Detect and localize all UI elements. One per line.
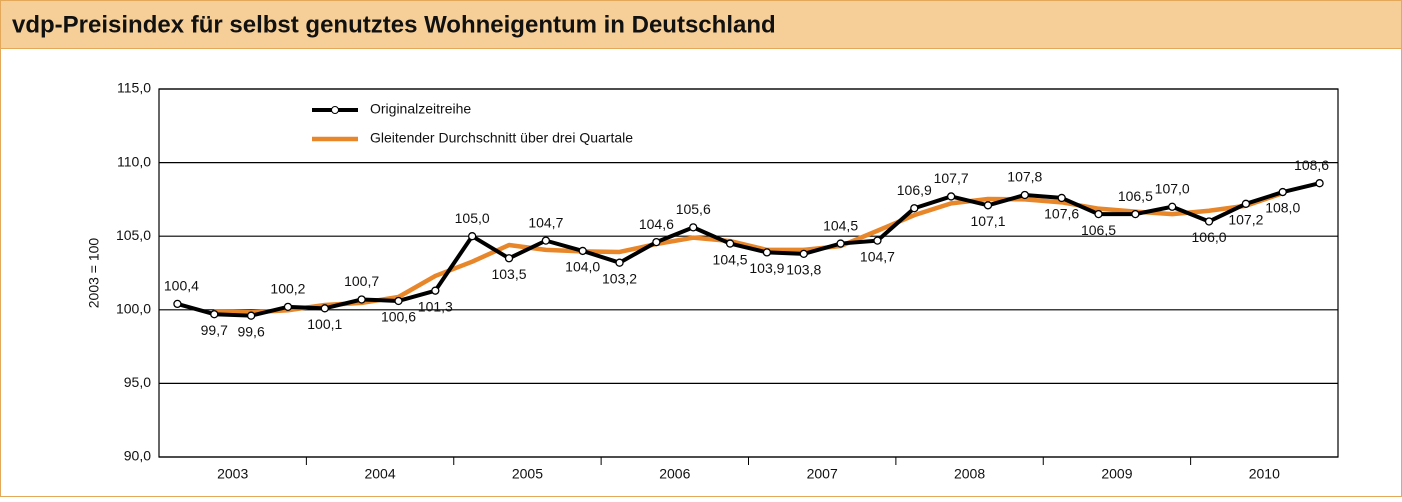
data-point [1315,179,1324,188]
data-label: 108,0 [1265,200,1300,216]
data-label: 99,7 [201,322,228,338]
y-axis-label: 2003 = 100 [86,238,102,309]
data-label: 100,2 [270,281,305,297]
data-point [873,236,882,245]
data-label: 107,6 [1044,206,1079,222]
y-tick-label: 115,0 [117,80,151,96]
data-label: 107,8 [1007,169,1042,185]
data-label: 107,0 [1155,180,1190,196]
data-point [1094,209,1103,219]
chart-title: vdp-Preisindex für selbst genutztes Wohn… [12,11,776,38]
data-label: 107,7 [934,170,969,186]
data-point [431,286,440,295]
data-point [283,302,293,312]
legend-marker [331,106,339,114]
data-point [1020,190,1029,200]
data-point [1278,187,1287,197]
data-point [173,299,182,309]
data-label: 106,5 [1118,188,1153,204]
x-tick-label: 2006 [659,466,690,482]
header [0,0,1402,49]
data-point [910,204,919,213]
data-point [725,239,735,248]
y-tick-label: 110,0 [117,153,151,169]
data-label: 99,6 [237,323,264,339]
data-point [836,239,845,248]
data-label: 105,6 [676,201,711,217]
x-tick-label: 2005 [512,466,543,482]
y-tick-label: 95,0 [124,374,151,390]
x-tick-label: 2003 [217,466,248,482]
data-label: 104,5 [823,217,858,233]
data-point [1131,209,1140,219]
data-point [468,232,477,241]
data-label: 104,7 [860,248,895,264]
data-point [983,201,993,210]
data-label: 107,2 [1228,212,1263,228]
data-label: 103,2 [602,270,637,286]
x-tick-label: 2004 [364,466,395,482]
data-point [357,295,366,304]
data-label: 103,5 [491,266,526,282]
data-point [320,304,329,313]
data-label: 108,6 [1294,157,1329,173]
data-label: 100,1 [307,316,342,332]
y-tick-label: 90,0 [124,448,151,464]
data-label: 104,7 [528,214,563,230]
data-point [652,237,661,247]
data-point [504,254,514,263]
series-line [214,190,1284,315]
data-point [541,236,551,245]
data-point [210,310,219,319]
data-point [615,258,624,267]
x-tick-label: 2008 [954,466,985,482]
data-point [394,296,403,306]
x-tick-label: 2007 [807,466,838,482]
x-tick-label: 2009 [1101,466,1132,482]
data-point [799,249,808,259]
data-label: 100,7 [344,273,379,289]
data-label: 101,3 [418,298,453,314]
y-tick-label: 100,0 [116,301,151,317]
data-label: 103,8 [786,262,821,278]
legend-label: Gleitender Durchschnitt über drei Quarta… [370,130,633,146]
data-label: 106,9 [897,182,932,198]
data-label: 106,0 [1192,229,1227,245]
data-point [689,223,698,232]
legend-label: Originalzeitreihe [370,101,471,117]
data-point [1204,217,1214,226]
data-label: 104,0 [565,259,600,275]
y-tick-label: 105,0 [116,227,151,243]
data-label: 105,0 [455,210,490,226]
data-point [1241,199,1251,208]
data-label: 107,1 [970,213,1005,229]
data-label: 100,4 [164,278,199,294]
data-label: 104,5 [713,251,748,267]
data-label: 106,5 [1081,222,1116,238]
series-line [176,181,1321,318]
x-tick-label: 2010 [1249,466,1280,482]
data-point [1168,202,1177,211]
data-point [578,246,587,256]
data-point [762,248,772,257]
data-label: 103,9 [749,260,784,276]
data-point [246,311,256,320]
data-label: 100,6 [381,309,416,325]
data-point [1057,193,1066,203]
data-label: 104,6 [639,216,674,232]
data-point [946,192,956,201]
